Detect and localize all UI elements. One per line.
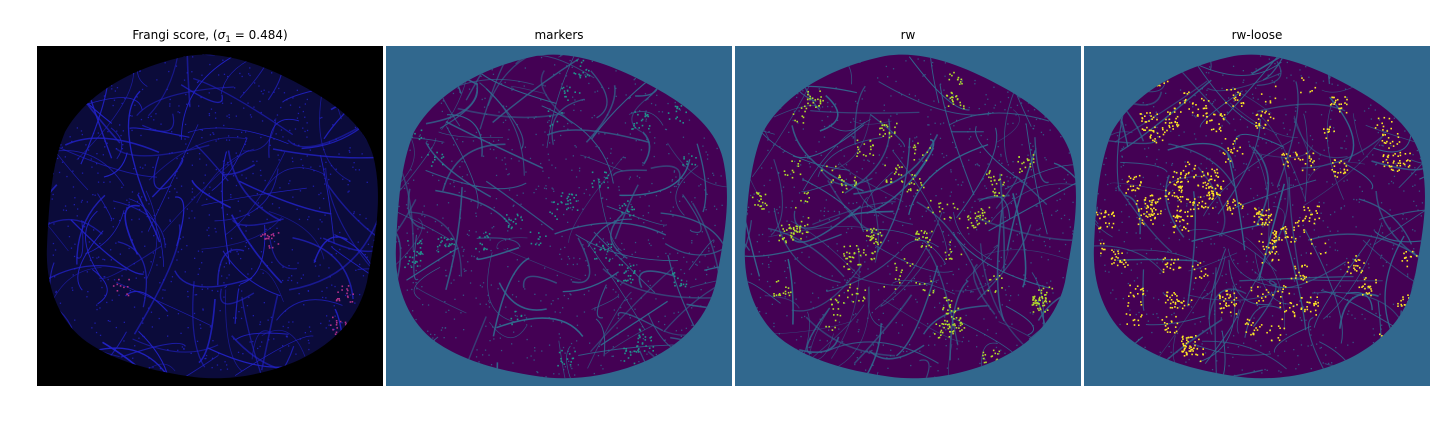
markers-image-panel	[386, 46, 732, 386]
frangi-image	[37, 46, 383, 386]
frangi-image-panel	[37, 46, 383, 386]
panel-title-markers: markers	[534, 28, 584, 42]
panel-title-rw-loose: rw-loose	[1231, 28, 1283, 42]
rw-loose-image-panel	[1084, 46, 1430, 386]
rw-image	[735, 46, 1081, 386]
markers-image	[386, 46, 732, 386]
panel-title-rw: rw	[900, 28, 916, 42]
tissue-blob	[395, 54, 727, 379]
tissue-blob	[46, 54, 378, 379]
rw-loose-image	[1084, 46, 1430, 386]
rw-image-panel	[735, 46, 1081, 386]
panel-title-frangi: Frangi score, (σ1 = 0.484)	[132, 28, 288, 45]
